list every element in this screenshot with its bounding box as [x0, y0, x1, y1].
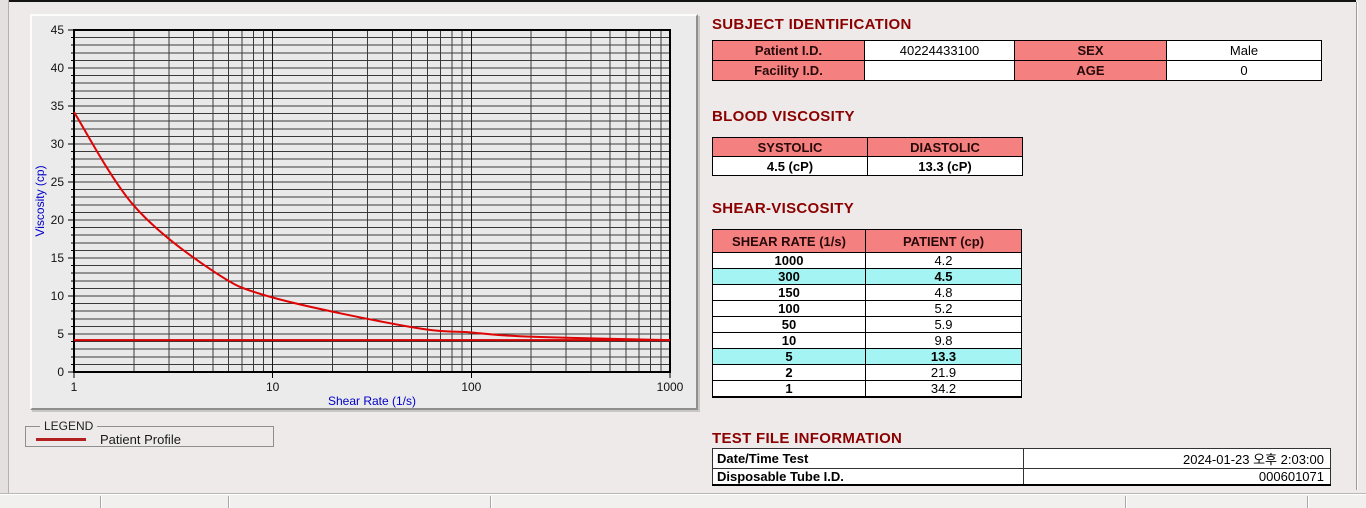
field-label: AGE	[1014, 60, 1167, 81]
diastolic-header: DIASTOLIC	[867, 137, 1023, 157]
shear-viscosity-row: 5 13.3	[712, 348, 1022, 365]
patient-profile-line-swatch	[36, 438, 86, 441]
shear-rate-header: SHEAR RATE (1/s)	[712, 229, 866, 253]
table-row: 4.5 (cP) 13.3 (cP)	[712, 156, 1023, 176]
svg-text:40: 40	[51, 61, 65, 75]
field-label: SEX	[1014, 40, 1167, 61]
field-value: Male	[1166, 40, 1322, 61]
patient-viscosity-value: 4.8	[865, 284, 1022, 301]
table-row: Patient I.D. 40224433100 SEX Male	[712, 40, 1322, 61]
test-info-label: Disposable Tube I.D.	[712, 468, 1024, 486]
viscosity-chart-panel: 0 5 10 15 20 25 30 35 40 45 1 10 100 1000 Shear Rate (…	[30, 14, 698, 410]
shear-viscosity-row: 150 4.8	[712, 284, 1022, 301]
status-bar-separator	[1307, 496, 1309, 508]
status-bar-separator	[228, 496, 230, 508]
patient-viscosity-value: 4.2	[865, 252, 1022, 269]
shear-viscosity-row: 1000 4.2	[712, 252, 1022, 269]
subject-identification-title: SUBJECT IDENTIFICATION	[712, 16, 912, 33]
test-info-label: Date/Time Test	[712, 448, 1024, 469]
svg-text:25: 25	[51, 175, 65, 189]
table-header-row: SHEAR RATE (1/s) PATIENT (cp)	[712, 229, 1022, 253]
svg-text:35: 35	[51, 99, 65, 113]
systolic-header: SYSTOLIC	[712, 137, 868, 157]
test-info-value: 2024-01-23 오후 2:03:00	[1023, 448, 1331, 469]
table-row: Facility I.D. AGE 0	[712, 60, 1322, 81]
patient-cp-header: PATIENT (cp)	[865, 229, 1022, 253]
right-divider	[1356, 2, 1358, 490]
status-bar-separator	[100, 496, 102, 508]
patient-viscosity-value: 9.8	[865, 332, 1022, 349]
shear-viscosity-chart: 0 5 10 15 20 25 30 35 40 45 1 10 100 1000 Shear Rate (…	[33, 23, 684, 408]
svg-text:0: 0	[57, 365, 64, 379]
shear-rate-value: 100	[712, 300, 866, 317]
table-row: Date/Time Test 2024-01-23 오후 2:03:00	[712, 448, 1331, 469]
field-value: 0	[1166, 60, 1322, 81]
patient-viscosity-value: 21.9	[865, 364, 1022, 381]
window-top-border	[8, 0, 1356, 2]
svg-text:30: 30	[51, 137, 65, 151]
table-row: Disposable Tube I.D. 000601071	[712, 468, 1331, 486]
field-value: 40224433100	[864, 40, 1015, 61]
field-label: Patient I.D.	[712, 40, 865, 61]
status-bar-separator	[490, 496, 492, 508]
svg-text:45: 45	[51, 23, 65, 37]
legend-box: LEGEND Patient Profile	[25, 419, 274, 447]
shear-viscosity-row: 50 5.9	[712, 316, 1022, 333]
report-panel: SUBJECT IDENTIFICATION Patient I.D. 40224…	[712, 0, 1342, 494]
blood-viscosity-table: SYSTOLIC DIASTOLIC 4.5 (cP) 13.3 (cP)	[712, 137, 1023, 176]
shear-rate-value: 150	[712, 284, 866, 301]
svg-text:20: 20	[51, 213, 65, 227]
svg-text:1: 1	[71, 380, 78, 394]
svg-text:10: 10	[266, 380, 280, 394]
shear-rate-value: 5	[712, 348, 866, 365]
shear-viscosity-row: 300 4.5	[712, 268, 1022, 285]
legend-title: LEGEND	[44, 419, 94, 433]
systolic-value: 4.5 (cP)	[712, 156, 868, 176]
svg-text:10: 10	[51, 289, 65, 303]
shear-rate-value: 2	[712, 364, 866, 381]
shear-viscosity-row: 2 21.9	[712, 364, 1022, 381]
shear-rate-value: 1000	[712, 252, 866, 269]
shear-rate-value: 300	[712, 268, 866, 285]
svg-text:5: 5	[57, 327, 64, 341]
patient-viscosity-value: 4.5	[865, 268, 1022, 285]
shear-viscosity-table: SHEAR RATE (1/s) PATIENT (cp) 1000 4.2 300…	[712, 229, 1022, 398]
shear-viscosity-row: 100 5.2	[712, 300, 1022, 317]
test-file-information-table: Date/Time Test 2024-01-23 오후 2:03:00 Dispo…	[712, 448, 1331, 486]
svg-text:15: 15	[51, 251, 65, 265]
left-panel-strip	[0, 0, 9, 508]
shear-viscosity-row: 1 34.2	[712, 380, 1022, 398]
shear-rate-value: 50	[712, 316, 866, 333]
shear-viscosity-title: SHEAR-VISCOSITY	[712, 200, 855, 217]
legend-series-label: Patient Profile	[100, 432, 181, 447]
patient-viscosity-value: 13.3	[865, 348, 1022, 365]
field-label: Facility I.D.	[712, 60, 865, 81]
table-row: SYSTOLIC DIASTOLIC	[712, 137, 1023, 157]
test-file-information-title: TEST FILE INFORMATION	[712, 430, 903, 447]
status-bar-separator	[1125, 496, 1127, 508]
svg-text:100: 100	[461, 380, 481, 394]
diastolic-value: 13.3 (cP)	[867, 156, 1023, 176]
svg-text:Shear Rate (1/s): Shear Rate (1/s)	[328, 394, 416, 408]
subject-identification-table: Patient I.D. 40224433100 SEX Male Facility I…	[712, 40, 1322, 81]
blood-viscosity-title: BLOOD VISCOSITY	[712, 108, 855, 125]
test-info-value: 000601071	[1023, 468, 1331, 486]
shear-rate-value: 1	[712, 380, 866, 398]
patient-viscosity-value: 5.9	[865, 316, 1022, 333]
shear-rate-value: 10	[712, 332, 866, 349]
status-bar	[0, 494, 1366, 508]
patient-viscosity-value: 34.2	[865, 380, 1022, 398]
patient-viscosity-value: 5.2	[865, 300, 1022, 317]
svg-text:1000: 1000	[657, 380, 684, 394]
svg-text:Viscosity (cp): Viscosity (cp)	[33, 165, 47, 236]
field-value	[864, 60, 1015, 81]
shear-viscosity-row: 10 9.8	[712, 332, 1022, 349]
